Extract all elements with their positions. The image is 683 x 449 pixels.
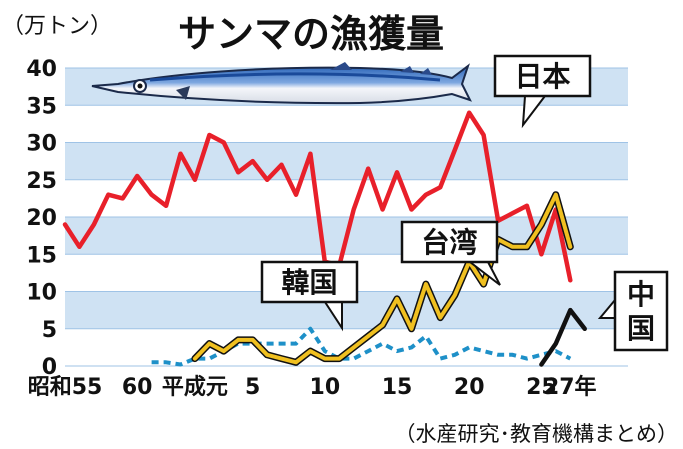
callout-台湾: 台湾	[400, 220, 501, 286]
y-tick-10: 10	[26, 281, 57, 306]
callout-韓国-box	[260, 260, 359, 304]
y-tick-25: 25	[26, 169, 57, 194]
callout-韓国: 韓国	[260, 260, 359, 332]
x-tick-1: 60	[122, 375, 153, 400]
y-tick-30: 30	[26, 132, 57, 157]
source-note: （水産研究･教育機構まとめ）	[395, 422, 679, 446]
series-label-中国-0: 中	[627, 278, 655, 311]
y-tick-labels: 0 5 10 15 20 25 30 35 40	[26, 57, 57, 380]
x-tick-0: 昭和55	[28, 375, 103, 400]
sanma-fish-illustration	[91, 62, 472, 105]
callout-中国: 中国	[597, 270, 669, 352]
callout-中国-box	[613, 270, 669, 352]
x-tick-7: 25	[526, 375, 557, 400]
callout-日本-box	[493, 54, 592, 98]
x-tick-5: 15	[382, 375, 413, 400]
y-tick-15: 15	[26, 243, 57, 268]
y-axis-unit: （万トン）	[2, 14, 112, 39]
callout-日本-tail	[521, 95, 548, 129]
series-lines	[62, 110, 587, 367]
series-label-日本: 日本	[514, 60, 570, 93]
series-日本-line	[62, 110, 573, 283]
series-台湾-line	[192, 192, 573, 365]
series-label-中国-1: 国	[627, 312, 655, 345]
series-label-台湾: 台湾	[421, 226, 477, 259]
x-tick-2: 平成元	[162, 375, 228, 400]
x-tick-6: 20	[454, 375, 485, 400]
y-tick-0: 0	[42, 355, 57, 380]
band-25	[65, 142, 628, 180]
series-label-韓国: 韓国	[281, 266, 337, 299]
y-tick-20: 20	[26, 206, 57, 231]
chart-title: サンマの漁獲量	[178, 12, 444, 56]
x-tick-4: 10	[310, 375, 341, 400]
y-tick-5: 5	[42, 318, 57, 343]
y-tick-35: 35	[26, 94, 57, 119]
callout-日本: 日本	[493, 54, 592, 129]
x-tick-8: 27年	[544, 374, 597, 400]
x-tick-3: 5	[245, 375, 260, 400]
y-gridlines	[65, 67, 628, 367]
y-tick-40: 40	[26, 57, 57, 82]
series-中国-line	[539, 307, 587, 367]
callout-台湾-box	[400, 220, 499, 264]
